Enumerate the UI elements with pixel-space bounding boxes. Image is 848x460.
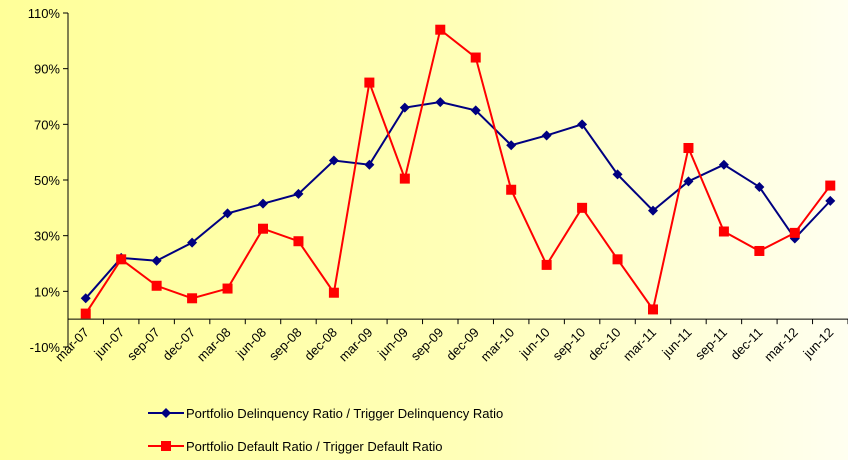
legend-label: Portfolio Default Ratio / Trigger Defaul… xyxy=(186,439,443,454)
x-tick-label: mar-11 xyxy=(620,325,659,364)
point xyxy=(293,188,304,199)
point xyxy=(754,181,765,192)
point xyxy=(435,97,446,108)
point xyxy=(506,140,517,151)
point xyxy=(648,304,658,315)
y-tick-label: -10% xyxy=(30,340,61,355)
point xyxy=(541,259,552,270)
point xyxy=(506,184,517,195)
legend-marker xyxy=(161,441,171,451)
y-tick-label: 70% xyxy=(34,117,60,132)
point xyxy=(222,283,233,294)
x-tick-label: dec-07 xyxy=(159,325,198,364)
x-tick-label: mar-08 xyxy=(194,325,234,365)
point xyxy=(612,254,623,265)
legend-marker xyxy=(161,408,171,418)
x-tick-label: mar-10 xyxy=(478,325,518,365)
x-tick-label: sep-07 xyxy=(124,325,163,364)
point xyxy=(116,254,127,265)
point xyxy=(541,130,552,141)
point xyxy=(399,102,410,113)
point xyxy=(577,202,588,213)
point xyxy=(80,308,91,319)
x-tick-label: jun-07 xyxy=(90,325,127,362)
point xyxy=(364,77,375,88)
point xyxy=(222,208,233,219)
point xyxy=(151,280,162,291)
point xyxy=(718,159,729,170)
x-tick-label: dec-11 xyxy=(727,325,765,363)
point xyxy=(683,176,694,187)
series-line xyxy=(84,101,832,299)
legend-label: Portfolio Delinquency Ratio / Trigger De… xyxy=(186,406,503,421)
y-tick-label: 30% xyxy=(34,229,60,244)
y-tick-label: 110% xyxy=(28,6,61,21)
x-tick-label: jun-08 xyxy=(232,325,269,362)
y-tick-label: 90% xyxy=(34,62,60,77)
point xyxy=(258,198,268,209)
point xyxy=(151,255,162,266)
point xyxy=(612,169,623,180)
point xyxy=(577,119,588,130)
point xyxy=(470,52,481,63)
point xyxy=(718,226,729,237)
x-tick-label: sep-09 xyxy=(408,325,447,364)
x-tick-label: jun-09 xyxy=(374,325,411,362)
point xyxy=(754,245,765,256)
point xyxy=(648,205,658,216)
y-tick-label: 50% xyxy=(34,173,60,188)
point xyxy=(470,105,481,116)
point xyxy=(328,155,339,166)
point xyxy=(187,237,198,248)
point xyxy=(789,227,800,238)
x-tick-label: mar-09 xyxy=(336,325,376,365)
point xyxy=(293,236,304,247)
y-tick-label: 10% xyxy=(34,284,60,299)
x-tick-label: dec-10 xyxy=(585,325,624,364)
point xyxy=(364,159,375,170)
point xyxy=(187,293,198,304)
x-tick-label: sep-08 xyxy=(266,325,305,364)
point xyxy=(825,180,836,191)
x-tick-label: jun-11 xyxy=(658,325,694,361)
x-tick-label: mar-12 xyxy=(761,325,801,365)
point xyxy=(80,293,91,304)
x-tick-label: dec-09 xyxy=(443,325,482,364)
point xyxy=(825,195,836,206)
point xyxy=(328,287,339,298)
x-tick-label: sep-11 xyxy=(692,325,730,363)
point xyxy=(258,223,268,234)
series-line xyxy=(84,27,832,315)
x-tick-label: sep-10 xyxy=(549,325,588,364)
point xyxy=(683,142,694,153)
x-tick-label: jun-12 xyxy=(800,325,837,362)
x-tick-label: dec-08 xyxy=(301,325,340,364)
point xyxy=(399,173,410,184)
point xyxy=(435,24,446,35)
x-tick-label: jun-10 xyxy=(516,325,553,362)
